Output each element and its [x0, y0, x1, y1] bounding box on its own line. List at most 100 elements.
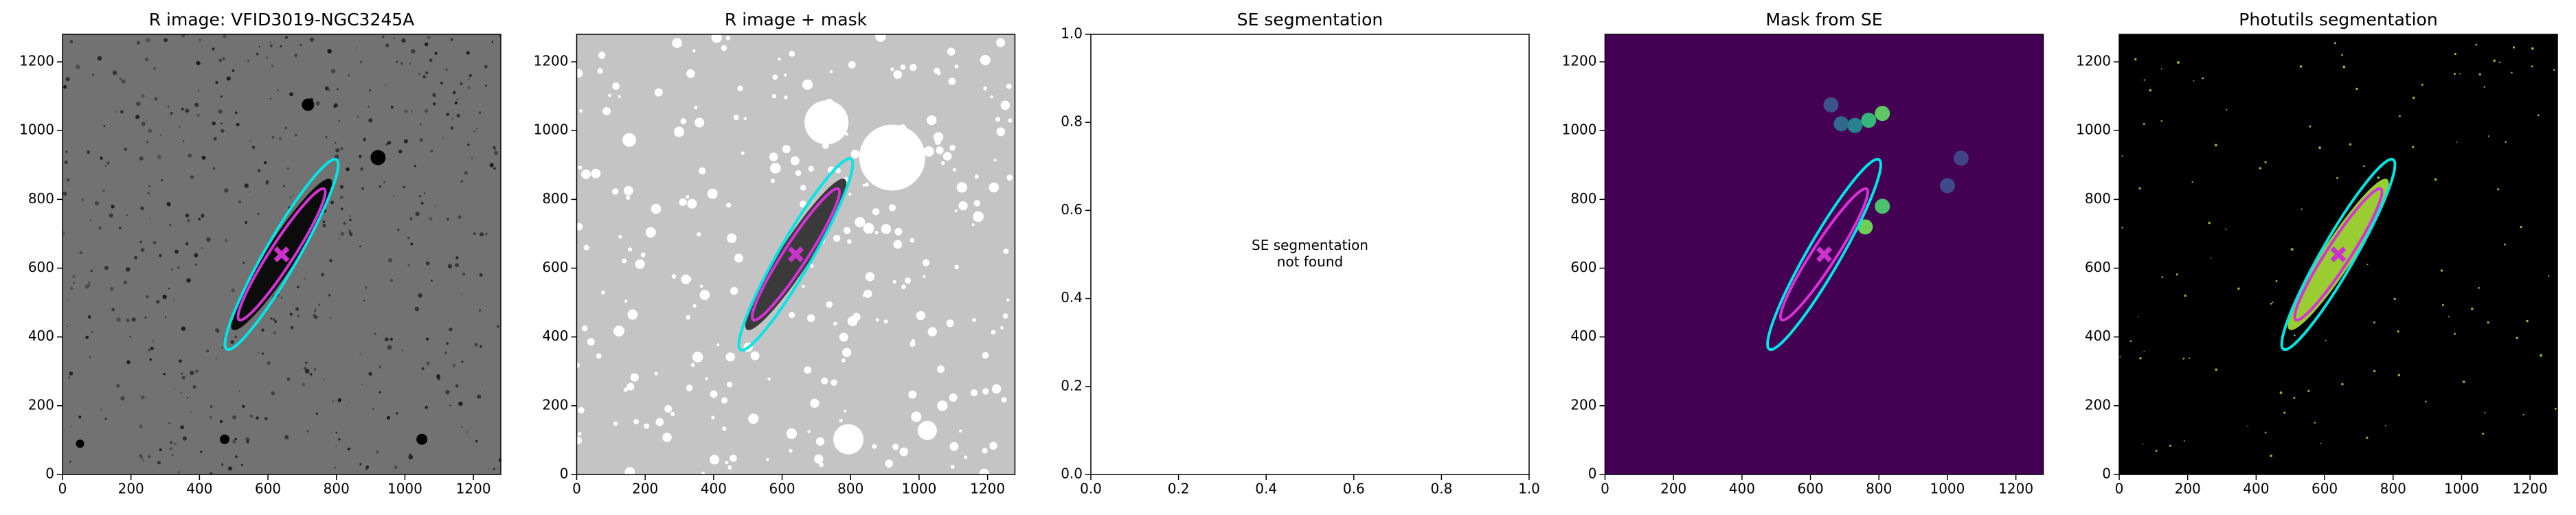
mask-blob — [1000, 100, 1010, 111]
segment — [2225, 228, 2227, 230]
mask-blob — [814, 454, 824, 464]
star — [475, 439, 478, 443]
star — [257, 212, 260, 215]
mask-blob — [699, 290, 710, 300]
star — [390, 106, 394, 109]
star — [284, 36, 289, 39]
mask-blob — [927, 115, 937, 126]
star — [212, 167, 216, 170]
mask-blob — [946, 319, 954, 328]
star — [289, 312, 293, 316]
star — [181, 326, 186, 331]
star — [361, 187, 364, 190]
star — [408, 455, 414, 459]
star — [185, 108, 190, 113]
mask-blob — [959, 429, 962, 433]
mask-blob — [626, 382, 635, 391]
star — [368, 118, 373, 123]
mask-blob — [630, 373, 639, 382]
mask-blob — [786, 428, 798, 439]
star — [446, 218, 449, 221]
star — [374, 332, 376, 335]
star — [280, 297, 283, 299]
mask-blob — [644, 423, 650, 429]
star — [234, 437, 237, 441]
star — [264, 417, 268, 421]
mask-blob — [905, 277, 911, 284]
segment — [2511, 71, 2513, 74]
star — [277, 89, 279, 91]
star — [168, 204, 171, 207]
mask-blob — [598, 52, 606, 59]
star — [337, 398, 341, 402]
star — [271, 135, 275, 139]
mask-blob — [578, 432, 582, 436]
star — [411, 111, 413, 113]
aperture-ellipse — [1766, 157, 1882, 352]
star — [414, 165, 417, 168]
star — [340, 207, 343, 211]
bright-star — [370, 150, 386, 165]
star — [200, 450, 203, 453]
mask-blob — [579, 109, 583, 113]
mask-blob — [863, 289, 872, 298]
star — [461, 360, 464, 363]
segment — [2176, 60, 2180, 64]
star — [131, 317, 136, 322]
panel-title: Mask from SE — [1765, 10, 1882, 30]
star — [148, 455, 151, 459]
star — [454, 101, 458, 105]
mask-blob — [807, 314, 815, 322]
mask-blob — [1000, 325, 1004, 330]
star — [118, 227, 122, 230]
star — [455, 384, 459, 388]
star — [414, 306, 420, 312]
star — [396, 60, 398, 63]
mask-blob — [996, 38, 1006, 47]
segment — [2320, 442, 2322, 444]
star — [466, 431, 468, 433]
star — [313, 368, 317, 371]
star — [400, 62, 404, 65]
star — [190, 411, 192, 413]
star — [116, 317, 121, 322]
segment — [2143, 122, 2145, 125]
star — [436, 374, 440, 378]
star — [212, 47, 215, 51]
star — [69, 286, 74, 290]
mask-blob — [725, 352, 735, 362]
mask-blob — [710, 455, 720, 465]
mask-blob — [826, 301, 833, 308]
star — [258, 45, 260, 47]
mask-blob — [923, 275, 926, 278]
segment — [2169, 444, 2171, 447]
segment — [2454, 52, 2456, 56]
mask-blob — [831, 379, 837, 386]
star — [387, 141, 392, 145]
mask-blob — [893, 70, 903, 80]
star — [163, 38, 168, 43]
mask-blob — [979, 468, 989, 474]
x-tick-label: 600 — [769, 481, 795, 497]
star — [123, 280, 128, 285]
x-tick-label: 0 — [58, 481, 67, 497]
star — [425, 108, 429, 113]
mask-blob — [726, 381, 733, 388]
star — [330, 201, 335, 205]
y-tick-label: 600 — [1570, 259, 1596, 275]
star — [309, 37, 315, 42]
star — [261, 352, 264, 355]
mask-blob — [808, 165, 814, 172]
star — [403, 185, 406, 189]
star — [334, 466, 337, 469]
mask-blob — [771, 93, 777, 99]
mask-blob — [993, 159, 997, 162]
mask-blob — [1861, 113, 1877, 128]
segment — [2539, 354, 2542, 357]
star — [135, 115, 140, 119]
star — [270, 317, 273, 320]
mask-blob — [899, 447, 909, 457]
y-tick-label: 1200 — [2076, 53, 2111, 69]
star — [141, 94, 145, 98]
segment — [2553, 69, 2555, 71]
